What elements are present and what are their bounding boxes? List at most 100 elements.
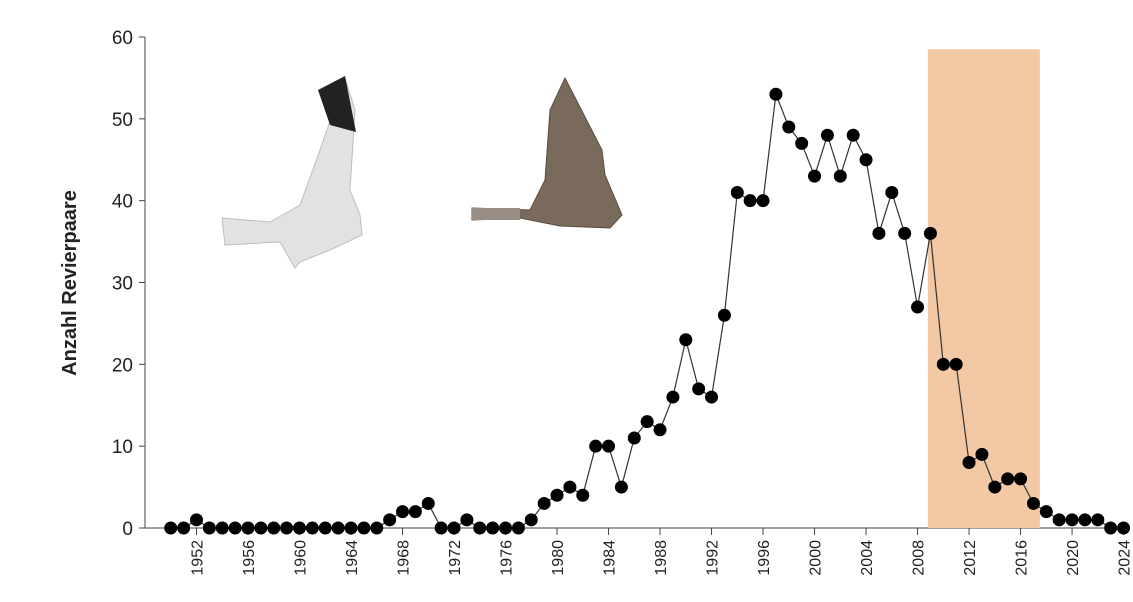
y-axis-title: Anzahl Revierpaare — [59, 190, 81, 376]
x-tick-label: 2008 — [911, 540, 928, 576]
data-point — [215, 521, 229, 535]
data-point — [1052, 513, 1066, 527]
y-tick-label: 0 — [122, 519, 133, 540]
data-point — [228, 521, 242, 535]
x-tick-label: 1972 — [447, 540, 464, 576]
data-point — [666, 390, 680, 404]
x-tick-label: 1984 — [602, 540, 619, 576]
y-tick-label: 50 — [112, 110, 133, 131]
data-point — [988, 480, 1002, 494]
x-tick-label: 1992 — [705, 540, 722, 576]
data-point — [486, 521, 500, 535]
data-point — [396, 505, 410, 519]
data-point — [911, 300, 925, 314]
bird-grey — [221, 76, 363, 269]
data-point — [640, 415, 654, 429]
data-point — [730, 185, 744, 199]
data-point — [331, 521, 345, 535]
data-point — [1065, 513, 1079, 527]
y-tick-label: 20 — [112, 355, 133, 376]
x-tick-label: 2000 — [808, 540, 825, 576]
data-point — [949, 357, 963, 371]
data-point — [1039, 505, 1053, 519]
y-tick-label: 60 — [112, 28, 133, 49]
x-tick-label: 1956 — [241, 540, 258, 576]
x-tick-label: 2004 — [859, 540, 876, 576]
data-point — [293, 521, 307, 535]
data-point — [962, 456, 976, 470]
data-point — [614, 480, 628, 494]
data-point — [383, 513, 397, 527]
data-point — [524, 513, 538, 527]
bird-wingtip — [318, 76, 356, 132]
data-point — [370, 521, 384, 535]
data-point — [190, 513, 204, 527]
x-tick-label: 2020 — [1065, 540, 1082, 576]
data-point — [717, 308, 731, 322]
data-point — [898, 226, 912, 240]
data-point — [473, 521, 487, 535]
data-point — [602, 439, 616, 453]
data-point — [627, 431, 641, 445]
data-point — [1091, 513, 1105, 527]
x-tick-label: 1964 — [344, 540, 361, 576]
data-point — [447, 521, 461, 535]
data-point — [576, 488, 590, 502]
data-point — [820, 128, 834, 142]
data-point — [1104, 521, 1118, 535]
data-point — [833, 169, 847, 183]
data-point — [808, 169, 822, 183]
data-point — [923, 226, 937, 240]
x-tick-label: 1980 — [550, 540, 567, 576]
data-point — [653, 423, 667, 437]
x-tick-label: 1976 — [499, 540, 516, 576]
data-point — [885, 185, 899, 199]
data-point — [280, 521, 294, 535]
data-point — [357, 521, 371, 535]
bird-brown — [471, 76, 623, 229]
data-point — [692, 382, 706, 396]
data-point — [563, 480, 577, 494]
data-point — [241, 521, 255, 535]
data-point — [795, 136, 809, 150]
data-point — [936, 357, 950, 371]
data-point — [975, 447, 989, 461]
x-tick-label: 2024 — [1117, 540, 1133, 576]
y-tick-label: 40 — [112, 192, 133, 213]
data-point — [318, 521, 332, 535]
data-point — [550, 488, 564, 502]
bird-illustrations — [221, 76, 623, 269]
data-point — [743, 194, 757, 208]
data-point — [537, 496, 551, 510]
data-point — [511, 521, 525, 535]
data-point — [872, 226, 886, 240]
data-point — [164, 521, 178, 535]
data-point — [1078, 513, 1092, 527]
y-tick-label: 30 — [112, 274, 133, 295]
data-point — [1117, 521, 1131, 535]
data-point — [177, 521, 191, 535]
data-point — [756, 194, 770, 208]
data-point — [1026, 496, 1040, 510]
data-point — [254, 521, 268, 535]
data-point — [705, 390, 719, 404]
data-point — [846, 128, 860, 142]
data-point — [408, 505, 422, 519]
data-point — [679, 333, 693, 347]
data-point — [305, 521, 319, 535]
x-tick-label: 2016 — [1014, 540, 1031, 576]
y-tick-label: 10 — [112, 437, 133, 458]
data-point — [499, 521, 513, 535]
data-point — [344, 521, 358, 535]
data-point — [421, 496, 435, 510]
x-tick-label: 1988 — [653, 540, 670, 576]
x-tick-label: 1952 — [190, 540, 207, 576]
bird-tail — [472, 208, 520, 220]
data-point — [434, 521, 448, 535]
data-point — [769, 87, 783, 101]
x-tick-label: 1996 — [756, 540, 773, 576]
x-tick-label: 1968 — [396, 540, 413, 576]
data-point — [460, 513, 474, 527]
x-tick-label: 2012 — [962, 540, 979, 576]
